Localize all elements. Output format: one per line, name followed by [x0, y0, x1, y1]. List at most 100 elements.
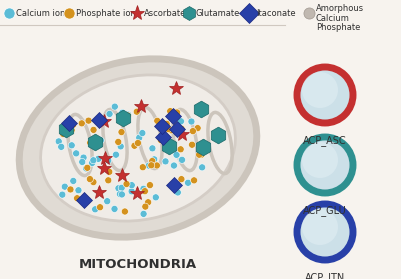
Circle shape: [190, 177, 198, 184]
Circle shape: [178, 125, 185, 132]
Circle shape: [167, 108, 174, 115]
Text: ACP_GLU: ACP_GLU: [303, 205, 347, 216]
Circle shape: [158, 137, 164, 144]
Circle shape: [142, 203, 149, 210]
Circle shape: [163, 120, 170, 127]
Circle shape: [162, 158, 169, 165]
Circle shape: [148, 162, 155, 169]
Circle shape: [134, 140, 142, 146]
Circle shape: [133, 108, 140, 115]
Circle shape: [149, 145, 156, 152]
Circle shape: [302, 209, 338, 245]
Circle shape: [119, 109, 126, 116]
Text: Phosphate ion: Phosphate ion: [76, 8, 136, 18]
Circle shape: [146, 182, 154, 189]
Circle shape: [140, 185, 147, 192]
Circle shape: [154, 117, 161, 124]
Circle shape: [78, 120, 85, 127]
Circle shape: [198, 151, 205, 158]
Circle shape: [60, 130, 67, 138]
Circle shape: [128, 188, 135, 195]
Circle shape: [89, 160, 95, 167]
Text: Ascorbate: Ascorbate: [144, 8, 186, 18]
Circle shape: [115, 185, 122, 192]
Circle shape: [118, 191, 126, 198]
Circle shape: [302, 72, 338, 108]
Circle shape: [112, 151, 119, 158]
Circle shape: [106, 110, 113, 117]
Circle shape: [142, 188, 148, 195]
Circle shape: [151, 156, 158, 163]
Circle shape: [122, 208, 128, 215]
Circle shape: [166, 138, 173, 145]
Circle shape: [196, 151, 203, 158]
Circle shape: [105, 157, 112, 164]
Circle shape: [117, 143, 124, 150]
Text: Glutamate: Glutamate: [196, 8, 240, 18]
Circle shape: [111, 205, 118, 212]
Circle shape: [145, 162, 152, 169]
Circle shape: [177, 146, 184, 153]
Circle shape: [145, 199, 152, 206]
Ellipse shape: [19, 59, 257, 237]
Circle shape: [123, 181, 130, 187]
Circle shape: [297, 67, 353, 123]
Circle shape: [184, 179, 192, 186]
Circle shape: [69, 122, 77, 129]
Circle shape: [136, 134, 143, 141]
Circle shape: [106, 168, 113, 175]
Circle shape: [140, 210, 147, 217]
Circle shape: [68, 127, 75, 134]
Circle shape: [66, 125, 73, 133]
Circle shape: [168, 127, 174, 134]
Circle shape: [115, 138, 122, 145]
Circle shape: [125, 111, 132, 118]
Circle shape: [173, 109, 180, 116]
Circle shape: [170, 162, 178, 169]
Circle shape: [174, 109, 180, 116]
Circle shape: [87, 175, 93, 182]
Circle shape: [189, 128, 196, 134]
Circle shape: [73, 150, 80, 157]
Circle shape: [139, 164, 146, 171]
Circle shape: [118, 184, 125, 191]
Circle shape: [188, 118, 195, 125]
Circle shape: [83, 165, 90, 172]
Circle shape: [84, 164, 91, 171]
Circle shape: [297, 137, 353, 193]
Circle shape: [85, 117, 92, 124]
Circle shape: [118, 129, 125, 136]
Circle shape: [111, 103, 118, 110]
Circle shape: [105, 177, 112, 184]
Circle shape: [74, 195, 81, 202]
Circle shape: [104, 198, 111, 205]
Circle shape: [131, 142, 138, 149]
Circle shape: [87, 139, 94, 146]
Circle shape: [297, 204, 353, 260]
Circle shape: [67, 186, 74, 193]
Circle shape: [95, 155, 102, 162]
Text: Calcium ion: Calcium ion: [16, 8, 65, 18]
Circle shape: [59, 191, 66, 198]
Circle shape: [178, 156, 186, 163]
Circle shape: [90, 126, 97, 133]
Circle shape: [58, 143, 65, 150]
Circle shape: [92, 206, 99, 213]
Circle shape: [116, 191, 124, 198]
Text: MITOCHONDRIA: MITOCHONDRIA: [79, 259, 197, 271]
Circle shape: [55, 138, 62, 145]
Circle shape: [80, 154, 87, 161]
Circle shape: [139, 129, 146, 136]
Circle shape: [68, 142, 75, 149]
Circle shape: [79, 158, 86, 165]
Circle shape: [90, 179, 97, 186]
Circle shape: [194, 125, 201, 132]
Circle shape: [97, 137, 104, 144]
Circle shape: [97, 204, 103, 211]
Circle shape: [124, 112, 132, 119]
Circle shape: [165, 126, 172, 133]
Text: Itaconate: Itaconate: [256, 8, 296, 18]
Circle shape: [128, 182, 135, 189]
Circle shape: [153, 162, 160, 169]
Text: ACP_ITN: ACP_ITN: [305, 272, 345, 279]
